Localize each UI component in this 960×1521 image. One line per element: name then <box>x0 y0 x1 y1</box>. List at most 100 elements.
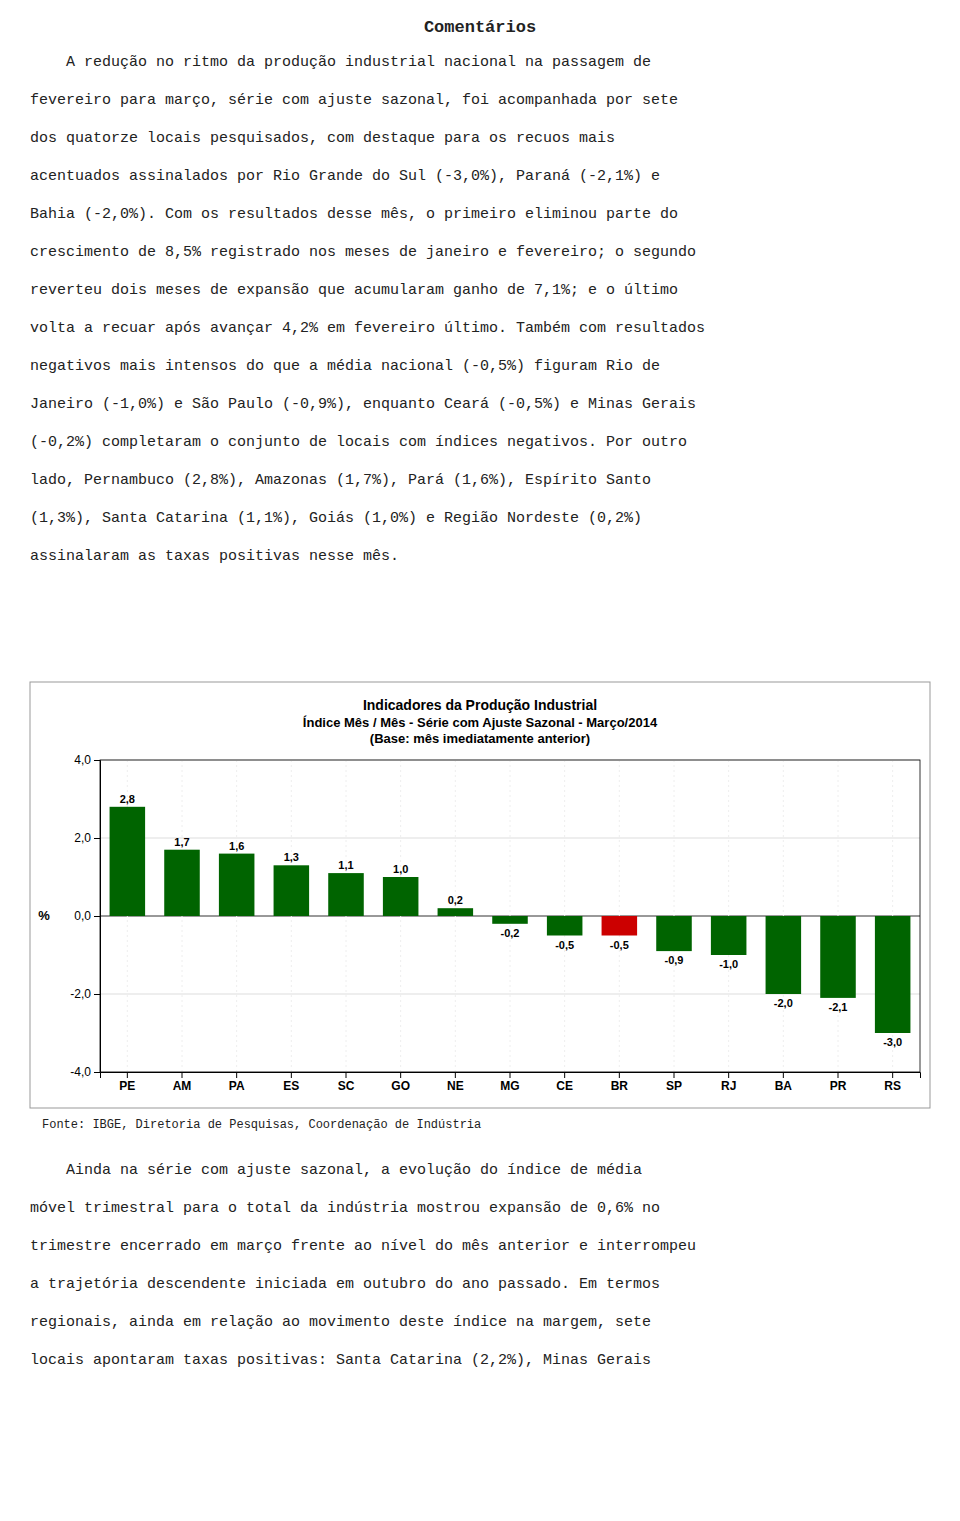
y-grid-line <box>100 838 920 839</box>
page: Comentários A redução no ritmo da produç… <box>0 0 960 1521</box>
body-line: Bahia (-2,0%). Com os resultados desse m… <box>30 206 678 223</box>
x-tick-mark <box>783 1072 784 1078</box>
x-tick-mark <box>892 1072 893 1078</box>
data-label: 1,7 <box>174 836 189 848</box>
bar <box>164 850 200 916</box>
bar <box>875 916 911 1033</box>
x-tick: PA <box>229 1072 245 1093</box>
x-tick-mark <box>674 1072 675 1078</box>
data-label: -3,0 <box>883 1036 902 1048</box>
x-axis: PEAMPAESSCGONEMGCEBRSPRJBAPRRS <box>101 1072 921 1093</box>
body-line: negativos mais intensos do que a média n… <box>30 358 660 375</box>
x-tick: BA <box>775 1072 793 1093</box>
y-tick-mark <box>94 760 100 761</box>
bar <box>602 916 638 936</box>
x-tick: SC <box>338 1072 355 1093</box>
body-line: volta a recuar após avançar 4,2% em feve… <box>30 320 705 337</box>
x-tick-label: SP <box>666 1079 682 1093</box>
x-tick-mark <box>728 1072 729 1078</box>
y-tick-mark <box>94 1072 100 1073</box>
body-line: regionais, ainda em relação ao movimento… <box>30 1314 651 1331</box>
x-tick-mark <box>182 1072 183 1078</box>
bar <box>492 916 528 924</box>
bar <box>711 916 747 955</box>
y-tick-label: -4,0 <box>70 1065 91 1079</box>
x-tick-label: PA <box>229 1079 245 1093</box>
chart-box <box>30 682 930 1108</box>
data-label: -1,0 <box>719 958 738 970</box>
data-label: -0,9 <box>665 954 684 966</box>
x-tick: MG <box>500 1072 519 1093</box>
x-tick: RJ <box>721 1072 736 1093</box>
body-line: móvel trimestral para o total da indústr… <box>30 1200 660 1217</box>
x-tick-label: SC <box>338 1079 355 1093</box>
bar <box>383 877 419 916</box>
y-tick: 0,0 <box>74 909 100 923</box>
x-tick: ES <box>283 1072 299 1093</box>
chart-subtitle: (Base: mês imediatamente anterior) <box>370 731 590 746</box>
x-tick-mark <box>291 1072 292 1078</box>
data-label: 1,1 <box>338 859 353 871</box>
bars <box>110 807 911 1033</box>
data-label: -0,2 <box>501 927 520 939</box>
x-axis-line <box>101 1073 921 1079</box>
x-tick-label: CE <box>556 1079 573 1093</box>
data-label: 1,6 <box>229 840 244 852</box>
x-tick-label: PR <box>830 1079 847 1093</box>
data-label: 1,3 <box>284 851 299 863</box>
x-tick: PR <box>830 1072 847 1093</box>
x-tick-label: ES <box>283 1079 299 1093</box>
data-label: -0,5 <box>555 939 574 951</box>
y-axis-line <box>94 761 101 1073</box>
x-tick-label: BA <box>775 1079 793 1093</box>
bar <box>328 873 364 916</box>
bar <box>219 854 255 916</box>
y-tick: 2,0 <box>74 831 100 845</box>
y-axis-label: % <box>38 908 50 923</box>
body-line: A redução no ritmo da produção industria… <box>30 54 651 71</box>
x-tick-mark <box>619 1072 620 1078</box>
bar <box>438 908 474 916</box>
data-label: 2,8 <box>120 793 135 805</box>
bar <box>547 916 583 936</box>
bar <box>766 916 802 994</box>
x-tick: NE <box>447 1072 464 1093</box>
chart-title: Indicadores da Produção Industrial <box>363 697 597 713</box>
x-tick-label: RJ <box>721 1079 736 1093</box>
y-tick-mark <box>94 838 100 839</box>
body-line: reverteu dois meses de expansão que acum… <box>30 282 678 299</box>
x-tick: PE <box>119 1072 135 1093</box>
body-line: (1,3%), Santa Catarina (1,1%), Goiás (1,… <box>30 510 642 527</box>
body-line: a trajetória descendente iniciada em out… <box>30 1276 660 1293</box>
body-line: lado, Pernambuco (2,8%), Amazonas (1,7%)… <box>30 472 651 489</box>
x-tick: SP <box>666 1072 682 1093</box>
bar <box>656 916 692 951</box>
x-tick: GO <box>391 1072 410 1093</box>
x-tick-mark <box>838 1072 839 1078</box>
x-tick-label: NE <box>447 1079 464 1093</box>
x-tick: CE <box>556 1072 573 1093</box>
y-tick-mark <box>94 994 100 995</box>
x-tick-mark <box>346 1072 347 1078</box>
y-tick-label: 4,0 <box>74 753 91 767</box>
bar <box>274 865 310 916</box>
chart-subtitle: Índice Mês / Mês - Série com Ajuste Sazo… <box>303 715 658 730</box>
source-note: Fonte: IBGE, Diretoria de Pesquisas, Coo… <box>42 1118 481 1132</box>
x-tick: RS <box>884 1072 901 1093</box>
y-tick-label: 2,0 <box>74 831 91 845</box>
body-line: fevereiro para março, série com ajuste s… <box>30 92 678 109</box>
x-tick-mark <box>564 1072 565 1078</box>
x-tick-label: MG <box>500 1079 519 1093</box>
x-tick-mark <box>127 1072 128 1078</box>
x-tick-label: PE <box>119 1079 135 1093</box>
body-line: Janeiro (-1,0%) e São Paulo (-0,9%), enq… <box>30 396 696 413</box>
data-label: -2,0 <box>774 997 793 1009</box>
data-label: 1,0 <box>393 863 408 875</box>
bar <box>110 807 146 916</box>
body-line: (-0,2%) completaram o conjunto de locais… <box>30 434 687 451</box>
body-line: locais apontaram taxas positivas: Santa … <box>30 1352 651 1369</box>
y-axis: -4,0-2,00,02,04,0 <box>70 753 100 1079</box>
x-tick: AM <box>173 1072 192 1093</box>
x-tick-mark <box>510 1072 511 1078</box>
body-line: crescimento de 8,5% registrado nos meses… <box>30 244 696 261</box>
